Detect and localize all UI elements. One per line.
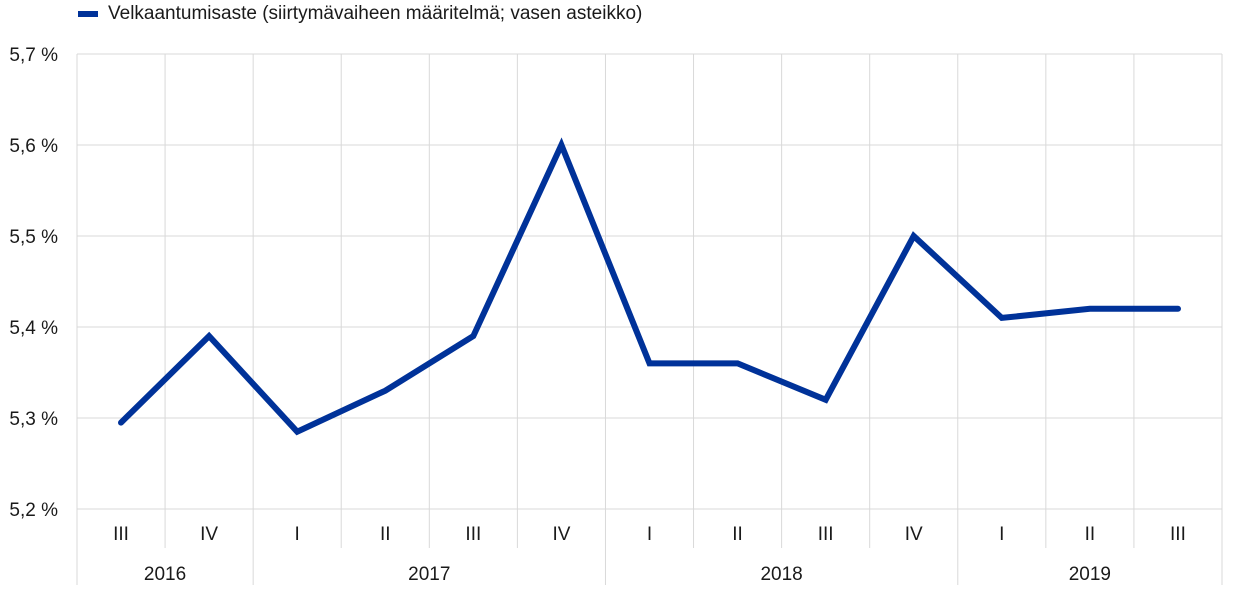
y-tick-label: 5,2 % <box>9 500 58 521</box>
x-tick-label: I <box>647 524 652 545</box>
x-tick-label: III <box>465 524 481 545</box>
y-tick-label: 5,3 % <box>9 409 58 430</box>
x-tick-label: I <box>295 524 300 545</box>
x-tick-label: III <box>1170 524 1186 545</box>
year-label: 2016 <box>144 564 186 585</box>
legend-swatch <box>78 11 98 17</box>
year-label: 2017 <box>408 564 450 585</box>
y-tick-label: 5,4 % <box>9 318 58 339</box>
x-tick-label: II <box>732 524 743 545</box>
x-tick-label: IV <box>552 524 570 545</box>
year-label: 2019 <box>1069 564 1111 585</box>
legend-label: Velkaantumisaste (siirtymävaiheen määrit… <box>108 3 643 24</box>
y-tick-label: 5,5 % <box>9 227 58 248</box>
x-tick-label: III <box>113 524 129 545</box>
y-tick-label: 5,7 % <box>9 45 58 66</box>
x-tick-label: III <box>818 524 834 545</box>
series-layer <box>118 137 1181 436</box>
series-line <box>118 137 1181 436</box>
y-axis-ticks: 5,2 % 5,3 % 5,4 % 5,5 % 5,6 % 5,7 % <box>9 45 58 521</box>
x-tick-label: IV <box>905 524 923 545</box>
x-tick-label: II <box>380 524 391 545</box>
x-tick-label: II <box>1085 524 1096 545</box>
x-tick-label: I <box>999 524 1004 545</box>
grid <box>76 53 1223 510</box>
x-tick-label: IV <box>200 524 218 545</box>
y-tick-label: 5,6 % <box>9 136 58 157</box>
legend: Velkaantumisaste (siirtymävaiheen määrit… <box>78 2 642 26</box>
year-label: 2018 <box>760 564 802 585</box>
